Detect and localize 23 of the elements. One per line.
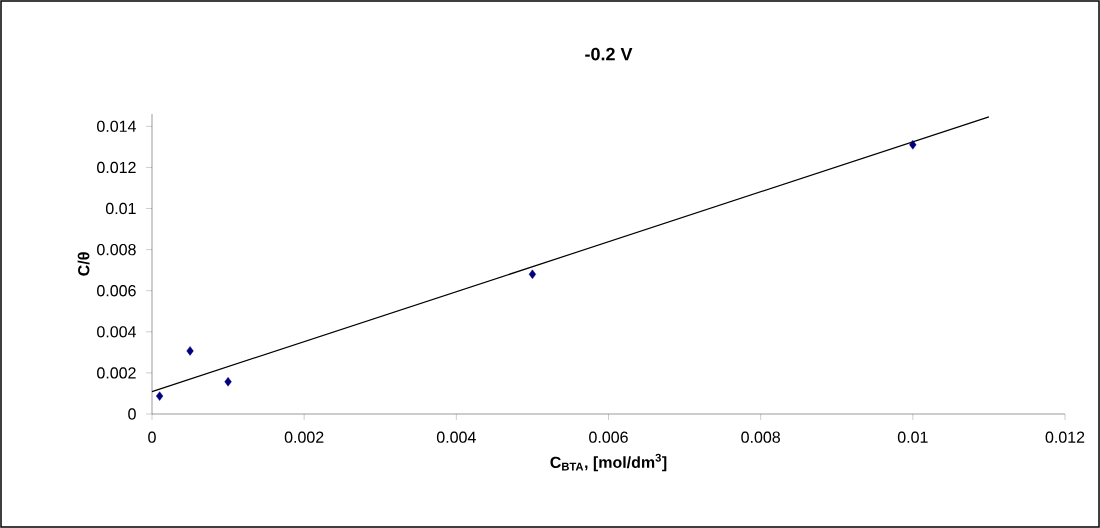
y-tick-label: 0.004 [97, 326, 136, 338]
point [186, 346, 194, 356]
x-tick-label: 0.012 [1045, 431, 1085, 443]
x-tick-label: 0.002 [284, 431, 324, 443]
point [909, 140, 917, 150]
y-tick-label: 0.008 [97, 243, 136, 256]
x-tick-label: 0.01 [897, 431, 928, 443]
x-tick-label: 0.008 [741, 431, 780, 443]
x-tick-label: 0.006 [589, 431, 628, 443]
x-axis-title: C$_{BTA}$, [mol/dm$^{3}$] [550, 453, 667, 472]
y-tick-label: 0.002 [97, 367, 136, 379]
y-axis-title: C/θ [77, 252, 90, 276]
y-tick-label: 0.01 [105, 202, 136, 215]
point [224, 377, 232, 387]
point [528, 269, 536, 279]
point [156, 391, 164, 401]
chart-title: -0.2 V [585, 47, 633, 61]
x-tick-label: 0.004 [436, 431, 476, 443]
y-tick-label: 0.012 [97, 161, 136, 174]
y-tick-label: 0 [128, 408, 136, 420]
y-tick-label: 0.006 [97, 285, 136, 297]
y-tick-label: 0.014 [97, 120, 136, 132]
x-tick-label: 0 [148, 431, 156, 443]
